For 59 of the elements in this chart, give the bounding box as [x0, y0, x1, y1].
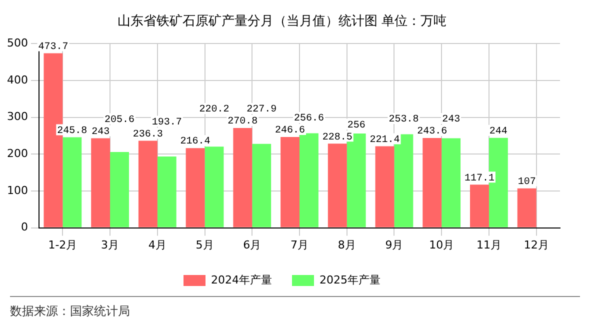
data-label: 244	[489, 126, 508, 138]
x-tick-label: 8月	[338, 238, 356, 252]
data-label: 205.6	[104, 114, 135, 126]
y-tick-label: 300	[6, 110, 28, 124]
bar	[422, 138, 442, 228]
data-label: 243	[92, 126, 110, 138]
data-label: 220.2	[199, 104, 230, 116]
data-label: 245.8	[57, 126, 88, 137]
legend-label: 2025年产量	[320, 273, 380, 286]
x-tick-label: 11月	[476, 238, 502, 252]
data-label: 270.8	[228, 116, 258, 128]
x-tick-label: 12月	[524, 238, 549, 252]
bar	[300, 133, 318, 228]
x-tick-label: 1-2月	[48, 238, 78, 252]
data-label: 473.7	[38, 42, 68, 53]
x-tick-label: 3月	[101, 238, 120, 252]
x-tick-label: 4月	[148, 238, 166, 252]
data-label: 256	[347, 120, 366, 132]
data-label: 236.3	[132, 129, 163, 140]
y-tick-label: 100	[6, 184, 28, 197]
bar	[517, 188, 536, 228]
bar	[204, 146, 224, 228]
bar	[62, 137, 82, 228]
data-label: 227.9	[246, 104, 277, 116]
bar	[442, 138, 461, 228]
x-tick-label: 5月	[196, 238, 214, 252]
bar	[470, 184, 489, 228]
bar	[110, 152, 129, 228]
y-tick-label: 0	[20, 220, 28, 234]
y-tick-label: 500	[6, 36, 28, 50]
data-label: 243	[442, 114, 460, 126]
bar	[91, 138, 110, 228]
y-tick-label: 200	[6, 146, 28, 160]
chart-title: 山东省铁矿石原矿产量分月（当月值）统计图 单位：万吨	[117, 14, 447, 30]
bar	[280, 136, 300, 228]
bar	[328, 144, 347, 228]
data-label: 243.6	[417, 126, 448, 138]
data-label: 193.7	[152, 117, 182, 128]
data-label: 246.6	[275, 126, 306, 137]
bar	[375, 146, 394, 228]
data-label: 253.8	[388, 114, 419, 126]
legend-label: 2024年产量	[211, 273, 272, 286]
x-tick-label: 6月	[243, 238, 262, 252]
data-label: 117.1	[464, 173, 494, 184]
data-label: 221.4	[370, 134, 400, 146]
data-label: 107	[518, 177, 536, 188]
x-tick-label: 9月	[385, 238, 404, 252]
bar	[138, 140, 158, 228]
bar	[157, 156, 176, 228]
data-label: 228.5	[322, 132, 352, 144]
x-tick-label: 7月	[290, 238, 308, 252]
bar	[252, 144, 272, 228]
data-label: 256.6	[294, 114, 324, 125]
x-tick-label: 10月	[429, 238, 454, 252]
bar	[186, 148, 205, 228]
y-tick-label: 400	[6, 73, 28, 86]
source-note: 数据来源：国家统计局	[10, 304, 130, 318]
data-label: 216.4	[180, 136, 210, 148]
bar	[233, 128, 252, 228]
